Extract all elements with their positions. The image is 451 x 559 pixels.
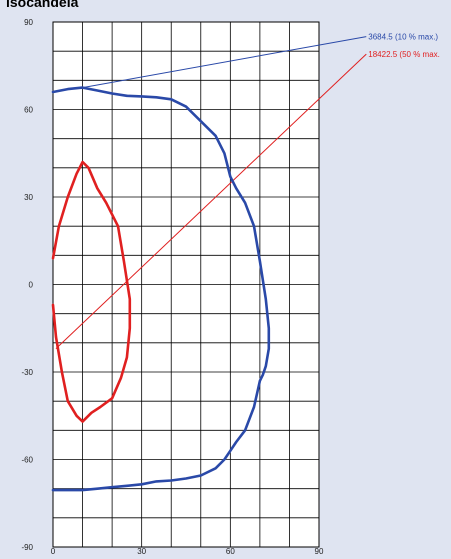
x-tick-label: 60 [226, 547, 235, 556]
x-tick-label: 0 [51, 547, 56, 556]
series-layer [51, 86, 271, 492]
x-tick-label: 90 [315, 547, 324, 556]
annotation-labels: 3684.5 (10 % max.) 18422.5 (50 % max. [368, 33, 440, 60]
annotation-label-50pct: 18422.5 (50 % max. [368, 50, 440, 59]
y-tick-label: 0 [29, 281, 34, 290]
y-tick-label: 60 [24, 106, 33, 115]
annotation-label-10pct: 3684.5 (10 % max.) [368, 33, 438, 42]
y-tick-label: 30 [24, 193, 33, 202]
annotation-leader-lines [55, 36, 367, 350]
isocandela-curve-50pct [51, 160, 132, 423]
annotation-leader-line [82, 36, 367, 89]
y-tick-label: -30 [21, 368, 33, 377]
grid [52, 21, 320, 548]
chart-title: isocandela [6, 0, 79, 10]
isocandela-curve-10pct [51, 86, 271, 492]
annotation-leader-line [55, 53, 367, 350]
y-tick-label: -60 [21, 456, 33, 465]
y-tick-label: 90 [24, 18, 33, 27]
y-tick-label: -90 [21, 543, 33, 552]
x-tick-label: 30 [137, 547, 146, 556]
tick-labels: 90 60 30 0 -30 -60 -90 0 30 60 90 [21, 18, 324, 556]
